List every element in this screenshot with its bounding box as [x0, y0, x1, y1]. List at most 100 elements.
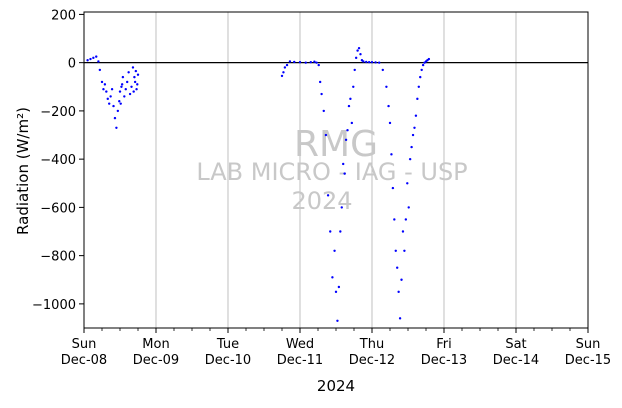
data-point — [387, 104, 390, 108]
data-point — [105, 90, 108, 93]
data-point — [343, 172, 346, 175]
data-point — [353, 68, 356, 72]
x-tick-label-date: Dec-10 — [205, 353, 251, 368]
data-point — [120, 83, 124, 86]
data-point — [381, 68, 384, 72]
data-point — [394, 249, 397, 253]
data-point — [356, 49, 359, 52]
x-tick-label-date: Dec-08 — [61, 353, 107, 368]
data-point — [347, 104, 351, 108]
data-point — [288, 60, 292, 63]
data-point — [136, 73, 140, 76]
data-point — [393, 218, 396, 221]
data-point — [340, 206, 343, 209]
x-tick-label-day: Thu — [359, 337, 384, 352]
data-point — [120, 85, 123, 88]
data-point — [112, 104, 115, 108]
x-tick-label-day: Fri — [436, 337, 452, 352]
data-point — [419, 75, 422, 79]
data-point — [133, 80, 137, 84]
data-point — [417, 85, 420, 88]
data-point — [318, 80, 322, 84]
data-point — [352, 85, 355, 88]
y-tick-label: −200 — [40, 105, 76, 120]
data-point — [315, 61, 318, 64]
data-point — [106, 97, 109, 101]
data-point — [367, 60, 371, 64]
data-point — [391, 186, 395, 190]
data-point — [97, 60, 100, 63]
data-point — [390, 153, 393, 156]
data-point — [95, 55, 98, 58]
data-point — [410, 145, 413, 149]
data-point — [427, 57, 431, 61]
x-tick-label-day: Sun — [576, 337, 601, 352]
data-point — [354, 56, 358, 60]
data-point — [421, 63, 425, 67]
data-point — [329, 230, 332, 233]
y-tick-label: −800 — [40, 250, 76, 265]
data-point — [304, 61, 307, 64]
data-point — [132, 90, 135, 93]
data-point — [350, 121, 354, 125]
data-point — [334, 290, 338, 294]
data-point — [123, 95, 126, 98]
data-point — [280, 74, 284, 78]
y-tick-label: 0 — [68, 57, 76, 72]
data-point — [127, 71, 130, 74]
data-point — [397, 290, 400, 294]
data-point — [342, 162, 345, 166]
data-point — [121, 75, 125, 79]
x-tick-label-day: Wed — [286, 337, 314, 352]
data-point — [298, 60, 302, 64]
data-point — [331, 276, 334, 279]
data-point — [398, 317, 402, 320]
data-point — [113, 116, 117, 120]
data-point — [98, 68, 102, 72]
data-point — [282, 71, 285, 74]
data-point — [317, 63, 320, 67]
data-point — [420, 68, 423, 72]
data-point — [126, 80, 129, 84]
data-point — [309, 60, 312, 64]
data-point — [320, 92, 323, 96]
data-point — [408, 157, 412, 161]
data-point — [344, 138, 348, 142]
watermark-line-3: 2024 — [291, 187, 352, 215]
data-point — [416, 97, 419, 101]
data-point — [414, 114, 418, 117]
points-layer — [86, 46, 431, 322]
x-tick-label-day: Sun — [72, 337, 97, 352]
data-point — [134, 69, 138, 73]
data-point — [283, 66, 287, 69]
x-tick-label-date: Dec-12 — [349, 353, 395, 368]
data-point — [135, 87, 138, 91]
watermark-line-1: RMG — [294, 124, 378, 165]
data-point — [407, 206, 410, 209]
y-tick-label: −600 — [40, 201, 76, 216]
data-point — [293, 60, 296, 64]
watermark: RMG LAB MICRO - IAG - USP 2024 — [196, 124, 467, 215]
data-point — [92, 56, 95, 60]
data-point — [313, 60, 316, 63]
data-point — [388, 121, 392, 125]
watermark-line-2: LAB MICRO - IAG - USP — [196, 158, 467, 186]
data-point — [324, 133, 328, 137]
data-point — [131, 66, 135, 69]
data-point — [133, 75, 136, 79]
grid-layer — [155, 12, 517, 328]
data-point — [116, 109, 120, 113]
data-point — [103, 83, 107, 86]
data-point — [100, 80, 104, 84]
data-point — [357, 46, 361, 50]
data-point — [385, 85, 388, 88]
data-point — [396, 266, 399, 269]
data-point — [115, 126, 118, 129]
data-point — [109, 95, 112, 98]
x-tick-label-date: Dec-14 — [493, 353, 539, 368]
x-tick-label-day: Sat — [505, 337, 526, 352]
data-point — [370, 60, 374, 64]
ticks-layer: SunDec-08MonDec-09TueDec-10WedDec-11ThuD… — [32, 8, 611, 368]
data-point — [326, 194, 330, 197]
